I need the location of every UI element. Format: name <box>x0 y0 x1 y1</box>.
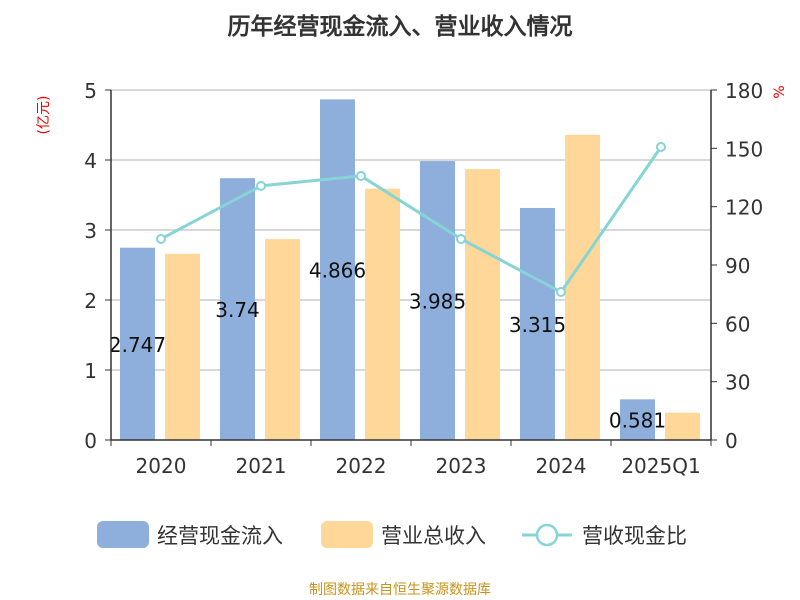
right-tick-label: 150 <box>725 137 763 161</box>
legend-swatch <box>321 521 373 548</box>
cash-inflow-bar <box>420 161 455 441</box>
cash-inflow-bar <box>320 99 355 440</box>
chart-title: 历年经营现金流入、营业收入情况 <box>228 13 573 40</box>
x-tick-label: 2025Q1 <box>621 454 700 478</box>
x-tick-label: 2023 <box>436 454 487 478</box>
legend-circle-icon <box>535 523 559 547</box>
right-axis-label: % <box>772 85 788 98</box>
legend-label: 经营现金流入 <box>157 524 283 548</box>
x-tick-label: 2022 <box>336 454 387 478</box>
x-tick-label: 2021 <box>236 454 287 478</box>
cash-inflow-data-label: 3.74 <box>215 298 260 322</box>
cash-inflow-bar <box>220 178 255 440</box>
right-tick-label: 120 <box>725 196 763 220</box>
ratio-point <box>256 180 266 191</box>
revenue-bar <box>465 169 500 440</box>
x-tick-label: 2024 <box>536 454 587 478</box>
ratio-line <box>160 146 663 294</box>
ratio-point <box>356 170 366 181</box>
ratio-point <box>556 287 566 298</box>
revenue-bar <box>665 412 700 440</box>
cash-inflow-data-label: 2.747 <box>109 333 166 357</box>
right-tick-label: 60 <box>725 312 750 336</box>
cash-inflow-bar <box>120 247 155 440</box>
revenue-bar <box>565 134 600 441</box>
left-tick-label: 1 <box>84 359 97 383</box>
right-tick-label: 180 <box>725 79 763 103</box>
right-tick-label: 30 <box>725 371 750 395</box>
left-axis-label: (亿元) <box>36 96 52 135</box>
ratio-point <box>156 233 166 244</box>
revenue-bar <box>265 239 300 440</box>
left-tick-label: 3 <box>84 219 97 243</box>
cash-inflow-data-label: 3.315 <box>509 313 566 337</box>
left-tick-label: 5 <box>84 79 97 103</box>
legend-swatch <box>97 521 149 548</box>
left-tick-label: 2 <box>84 289 97 313</box>
legend-label: 营收现金比 <box>582 524 687 548</box>
cash-inflow-bar <box>620 399 655 440</box>
cash-inflow-data-label: 3.985 <box>409 290 466 314</box>
legend-label: 营业总收入 <box>381 524 486 548</box>
right-tick-label: 0 <box>725 429 738 453</box>
cash-inflow-bar <box>520 207 555 440</box>
revenue-bar <box>165 253 200 440</box>
left-tick-label: 4 <box>84 149 97 173</box>
ratio-point <box>456 233 466 244</box>
revenue-bar <box>365 188 400 440</box>
cash-inflow-data-label: 4.866 <box>309 259 366 283</box>
left-tick-label: 0 <box>84 429 97 453</box>
ratio-point <box>656 141 666 152</box>
x-tick-label: 2020 <box>136 454 187 478</box>
right-tick-label: 90 <box>725 254 750 278</box>
source-footer: 制图数据来自恒生聚源数据库 <box>309 582 491 598</box>
cash-inflow-data-label: 0.581 <box>609 409 666 433</box>
